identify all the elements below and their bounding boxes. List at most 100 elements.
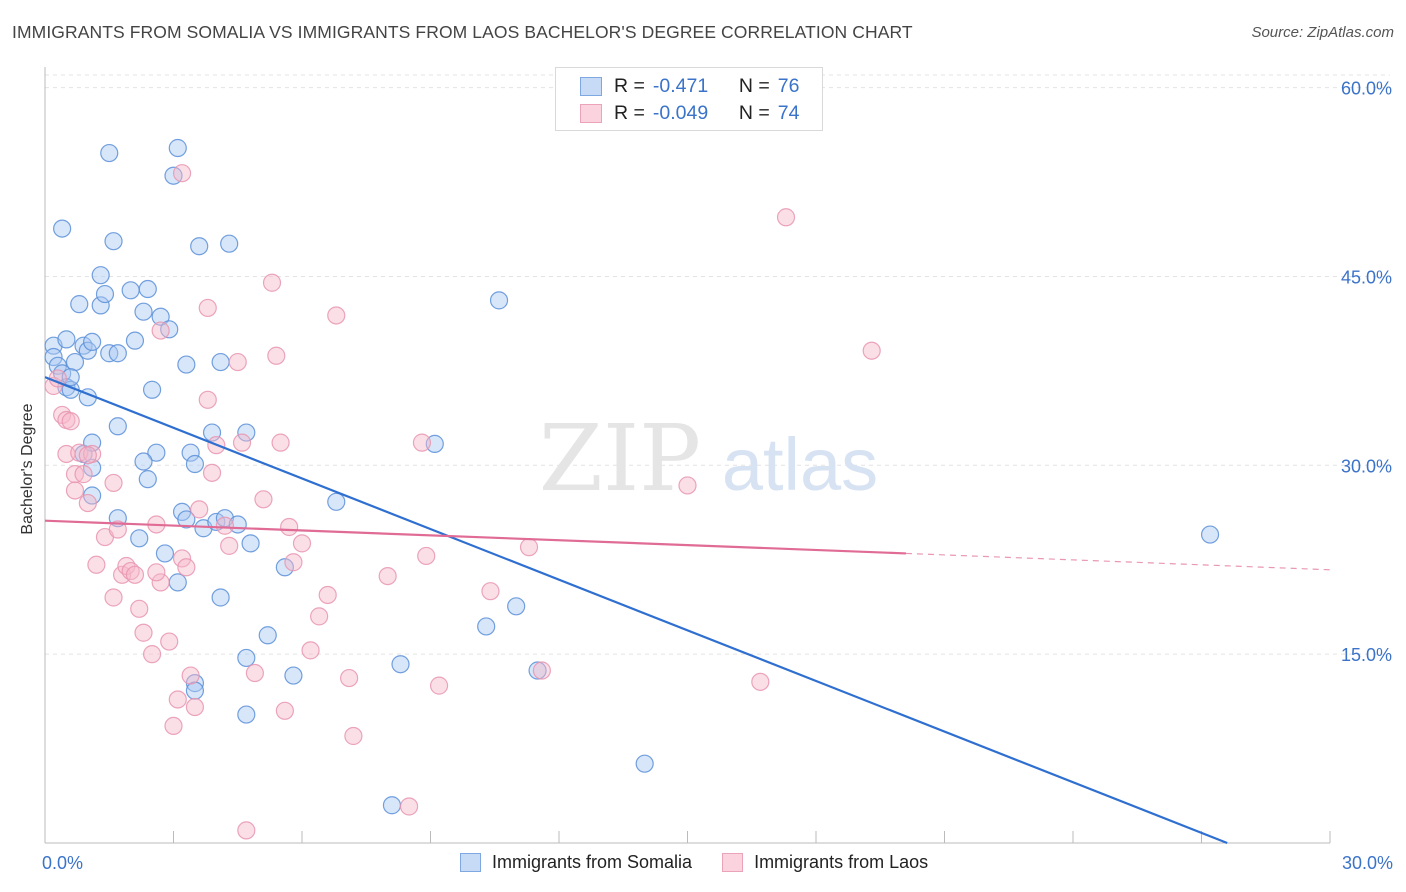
laos-point [280,517,299,537]
somalia-point [507,597,526,616]
laos-point [198,390,217,409]
somalia-point [138,279,157,299]
laos-point [245,663,264,683]
laos-point [134,623,153,642]
somalia-legend-swatch [460,853,481,872]
y-tick-label: 30.0% [1341,456,1392,476]
y-tick-labels: 15.0% 30.0% 45.0% 60.0% [1341,79,1392,666]
somalia-point [425,434,444,453]
somalia-point [65,352,85,372]
x-tick-label-max: 30.0% [1342,853,1393,873]
laos-point [78,446,97,465]
laos-point [185,697,205,717]
laos-point [228,352,247,372]
trend-lines [44,376,1331,845]
stats-row-somalia: R = -0.471 N = 76 [580,72,799,100]
legend-label-laos: Immigrants from Laos [754,852,929,872]
r-value: -0.471 [652,74,709,97]
n-value: 74 [777,101,800,124]
somalia-point [151,307,170,326]
legend-item-laos[interactable]: Immigrants from Laos [722,852,928,873]
somalia-point [185,681,205,700]
laos-trend-extension [905,552,1331,571]
somalia-point [177,510,196,529]
x-tick-label-min: 0.0% [42,853,83,873]
laos-point [151,321,170,340]
watermark-atlas: atlas [722,423,878,506]
laos-point [344,726,363,746]
laos-point [125,565,145,584]
laos-point [168,690,187,709]
laos-point [202,463,222,482]
somalia-swatch [580,76,602,96]
laos-point [74,465,93,484]
chart-title: IMMIGRANTS FROM SOMALIA VS IMMIGRANTS FR… [12,22,913,42]
somalia-point [211,352,230,372]
stats-legend: R = -0.471 N = 76 R = -0.049 N = 74 [555,67,823,131]
laos-point [112,565,132,584]
series-laos [44,164,881,840]
laos-point [862,341,881,360]
laos-point [232,433,252,452]
somalia-point [108,344,127,363]
laos-point [181,666,200,685]
somalia-point [155,544,175,563]
laos-point [776,208,796,227]
watermark: ZIP atlas [539,405,878,512]
somalia-point [83,332,102,352]
laos-point [267,346,286,365]
somalia-point [142,380,162,399]
laos-point [429,676,449,695]
laos-point [160,632,179,651]
somalia-point [168,573,187,592]
legend-label-somalia: Immigrants from Somalia [492,852,693,872]
laos-point [310,607,329,626]
laos-point [104,588,123,607]
laos-point [262,273,282,292]
laos-point [301,641,320,660]
watermark-zip: ZIP [539,405,701,512]
laos-point [220,536,239,555]
somalia-point [70,295,89,314]
somalia-point [237,705,256,724]
laos-point [678,476,697,495]
somalia-point [130,529,149,548]
somalia-point [100,143,119,163]
somalia-point [258,626,277,645]
series-legend: Immigrants from Somalia Immigrants from … [460,852,958,873]
laos-point [275,701,294,720]
somalia-point [125,331,145,350]
laos-point [104,473,123,493]
laos-point [164,716,183,736]
somalia-point [284,666,303,685]
y-tick-label: 15.0% [1341,645,1392,665]
stats-row-laos: R = -0.049 N = 74 [580,99,799,127]
n-label: N = [738,101,770,124]
somalia-point [181,443,200,462]
somalia-point [95,284,115,304]
laos-point [108,520,127,539]
somalia-point [185,454,205,474]
somalia-point [528,661,547,680]
laos-point [519,538,539,557]
laos-point [215,516,234,535]
y-tick-label: 60.0% [1341,79,1392,99]
somalia-point [177,355,196,374]
laos-legend-swatch [722,853,744,872]
laos-point [327,306,346,325]
laos-point [87,555,106,574]
legend-item-somalia[interactable]: Immigrants from Somalia [460,852,692,873]
series-somalia [44,138,1220,815]
source-label: Source: ZipAtlas.com [1251,24,1394,41]
somalia-point [61,368,80,387]
n-value: 76 [777,74,800,97]
somalia-point [91,266,110,285]
laos-point [151,573,170,592]
y-axis-label: Bachelor's Degree [19,403,36,535]
laos-point [284,553,303,572]
somalia-point [57,330,76,349]
somalia-point [44,347,63,367]
laos-point [61,412,80,431]
y-tick-label: 45.0% [1341,267,1392,287]
somalia-point [220,234,239,253]
